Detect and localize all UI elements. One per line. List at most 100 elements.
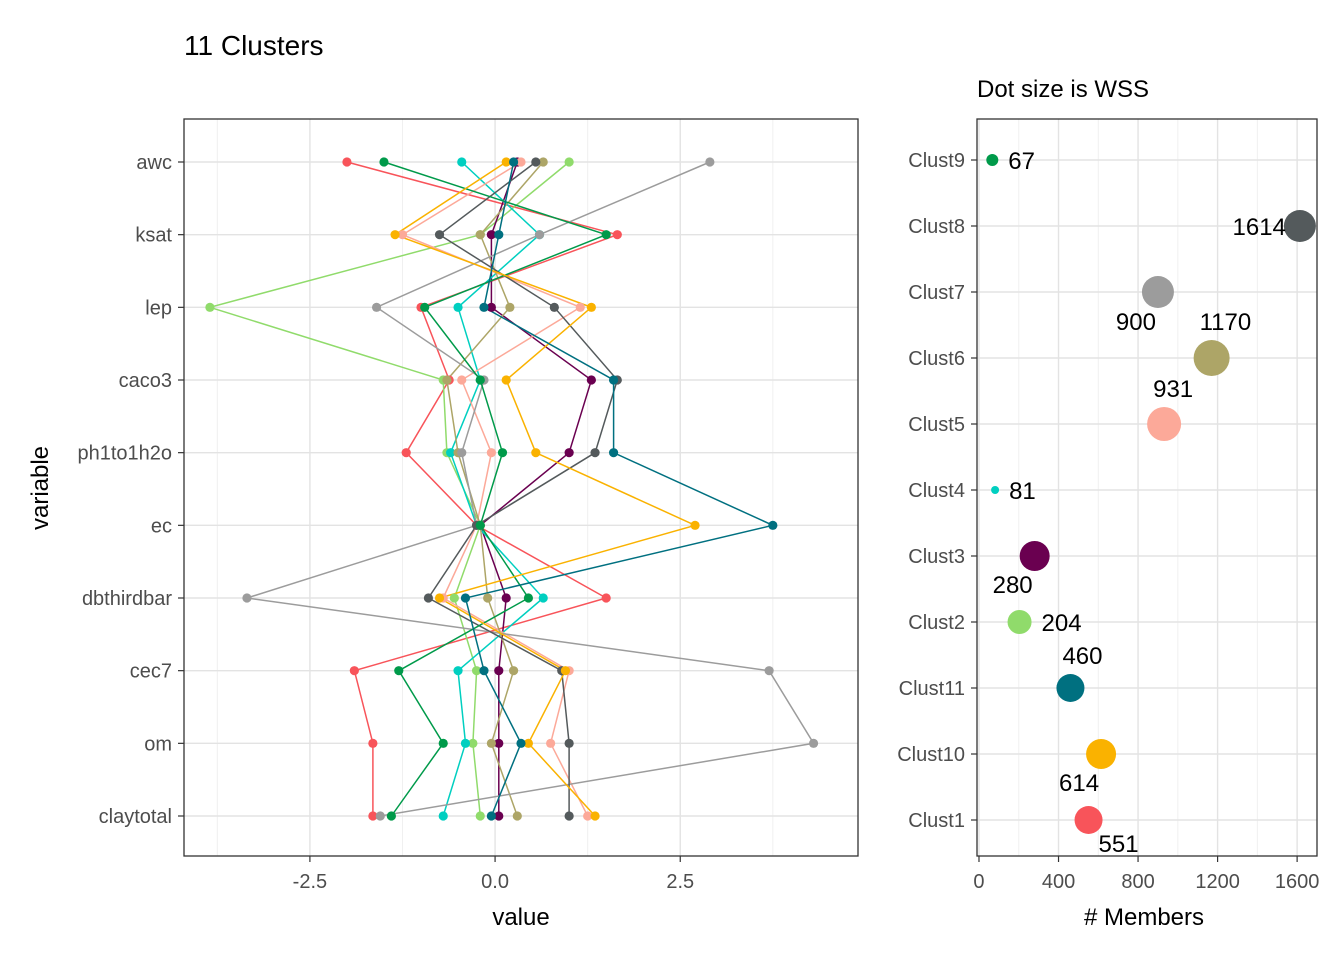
members-plot-border [976, 118, 1318, 857]
series-point-clust10 [523, 738, 534, 748]
series-point-clust8 [564, 811, 574, 821]
series-point-clust2 [449, 593, 459, 603]
y-tick-label-ksat: ksat [135, 225, 172, 247]
series-point-clust5 [486, 448, 496, 458]
series-point-clust10 [501, 375, 511, 385]
series-point-clust5 [575, 302, 585, 312]
series-point-clust6 [486, 738, 496, 748]
y-tick-label-clust4: Clust4 [908, 480, 965, 502]
series-point-clust7 [705, 157, 715, 167]
point-clust7 [1141, 276, 1174, 308]
point-clust5 [1147, 407, 1182, 441]
x-tick-label: 1200 [1195, 871, 1240, 893]
y-tick-label-clust9: Clust9 [908, 150, 965, 172]
series-point-clust7 [242, 593, 252, 603]
series-point-clust4 [438, 811, 448, 821]
series-point-clust4 [538, 593, 548, 603]
y-tick-label-awc: awc [136, 152, 172, 174]
data-label-clust4: 81 [1009, 478, 1036, 505]
y-tick-label-om: om [144, 733, 172, 755]
point-clust9 [986, 154, 999, 166]
series-point-clust7 [371, 302, 382, 312]
members-grid [977, 119, 1317, 856]
series-point-clust10 [690, 520, 700, 530]
series-point-clust8 [423, 593, 434, 603]
data-label-clust9: 67 [1008, 148, 1035, 175]
series-point-clust9 [438, 738, 448, 748]
members-chart: Dot size is WSS 551 614 460 204 280 81 931 1170… [897, 76, 1319, 931]
series-point-clust4 [453, 666, 463, 676]
series-point-clust11 [516, 738, 526, 748]
series-point-clust8 [531, 157, 541, 167]
profile-chart: awc ksat lep caco3 ph1to1h2o ec dbthirdbar cec7… [27, 118, 859, 931]
point-clust2 [1007, 610, 1032, 634]
cluster-axis: Clust1 Clust10 Clust11 Clust2 Clust3 Clust4 Cl… [897, 150, 977, 832]
data-label-clust6: 1170 [1200, 309, 1252, 336]
data-label-clust8: 1614 [1233, 214, 1286, 241]
members-data-labels: 551 614 460 204 280 81 931 1170 900 1614 67 [993, 148, 1286, 858]
series-point-clust3 [486, 302, 496, 312]
series-point-clust4 [446, 448, 456, 458]
x-tick-label: 800 [1121, 871, 1154, 893]
members-x-axis-title: # Members [1084, 904, 1204, 931]
series-point-clust7 [808, 738, 819, 748]
series-point-clust3 [586, 375, 596, 385]
series-point-clust6 [483, 593, 493, 603]
series-point-clust2 [475, 811, 485, 821]
series-point-clust9 [379, 157, 389, 167]
series-point-clust2 [471, 666, 482, 676]
series-point-clust1 [612, 230, 622, 240]
profile-plot-border [183, 118, 859, 857]
y-tick-label-clust6: Clust6 [908, 348, 965, 370]
series-point-clust8 [549, 302, 559, 312]
series-line-clust10 [393, 161, 698, 817]
y-tick-label-clust10: Clust10 [897, 744, 965, 766]
series-point-clust3 [486, 230, 496, 240]
series-point-clust2 [564, 157, 574, 167]
series-point-clust3 [564, 448, 574, 458]
series-point-clust4 [453, 302, 463, 312]
profile-y-axis-title: variable [27, 446, 54, 530]
series-point-clust3 [494, 738, 504, 748]
series-point-clust6 [442, 375, 452, 385]
series-line-clust1 [346, 161, 620, 816]
profile-series-lines [207, 161, 815, 817]
series-point-clust6 [508, 666, 519, 676]
series-point-clust11 [768, 520, 778, 530]
series-point-clust5 [397, 230, 408, 240]
series-point-clust9 [475, 520, 485, 530]
y-tick-label-clust11: Clust11 [899, 678, 965, 700]
series-point-clust5 [457, 375, 467, 385]
series-line-clust11 [464, 161, 776, 817]
y-tick-label-dbthirdbar: dbthirdbar [82, 588, 172, 610]
series-point-clust10 [390, 230, 400, 240]
series-point-clust11 [508, 157, 519, 167]
figure-title: 11 Clusters [184, 30, 324, 61]
members-plot-background [977, 119, 1317, 856]
data-label-clust11: 460 [1062, 643, 1102, 670]
series-point-clust11 [608, 375, 619, 385]
series-point-clust11 [608, 448, 619, 458]
series-point-clust7 [534, 230, 545, 240]
series-point-clust6 [475, 230, 485, 240]
series-line-clust4 [442, 161, 545, 817]
series-point-clust9 [394, 666, 404, 676]
point-clust11 [1056, 674, 1085, 702]
series-point-clust6 [512, 811, 522, 821]
profile-x-axis-title: value [492, 904, 549, 931]
y-tick-label-ph1to1h2o: ph1to1h2o [77, 443, 172, 465]
data-label-clust3: 280 [993, 572, 1033, 599]
y-tick-label-ec: ec [151, 515, 172, 537]
series-point-clust10 [560, 666, 571, 676]
series-point-clust9 [601, 230, 611, 240]
series-point-clust10 [501, 157, 511, 167]
series-point-clust4 [460, 738, 471, 748]
point-clust1 [1074, 806, 1103, 834]
members-chart-subtitle: Dot size is WSS [977, 76, 1149, 103]
series-point-clust8 [564, 738, 574, 748]
point-clust3 [1019, 541, 1050, 571]
data-label-clust5: 931 [1153, 376, 1193, 403]
series-point-clust3 [494, 811, 504, 821]
members-axis: 0 400 800 1200 1600 [973, 856, 1319, 893]
series-point-clust1 [401, 448, 411, 458]
